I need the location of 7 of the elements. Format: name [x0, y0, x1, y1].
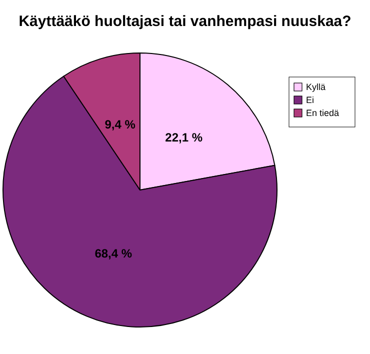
data-label: 68,4 %	[94, 246, 132, 260]
data-label: 22,1 %	[165, 130, 203, 145]
legend-label: Ei	[306, 95, 314, 105]
legend-label: Kyllä	[306, 82, 326, 92]
legend-label: En tiedä	[306, 108, 340, 118]
data-label: 9,4 %	[104, 118, 136, 132]
chart-title: Käyttääkö huoltajasi tai vanhempasi nuuskaa?	[18, 13, 352, 30]
